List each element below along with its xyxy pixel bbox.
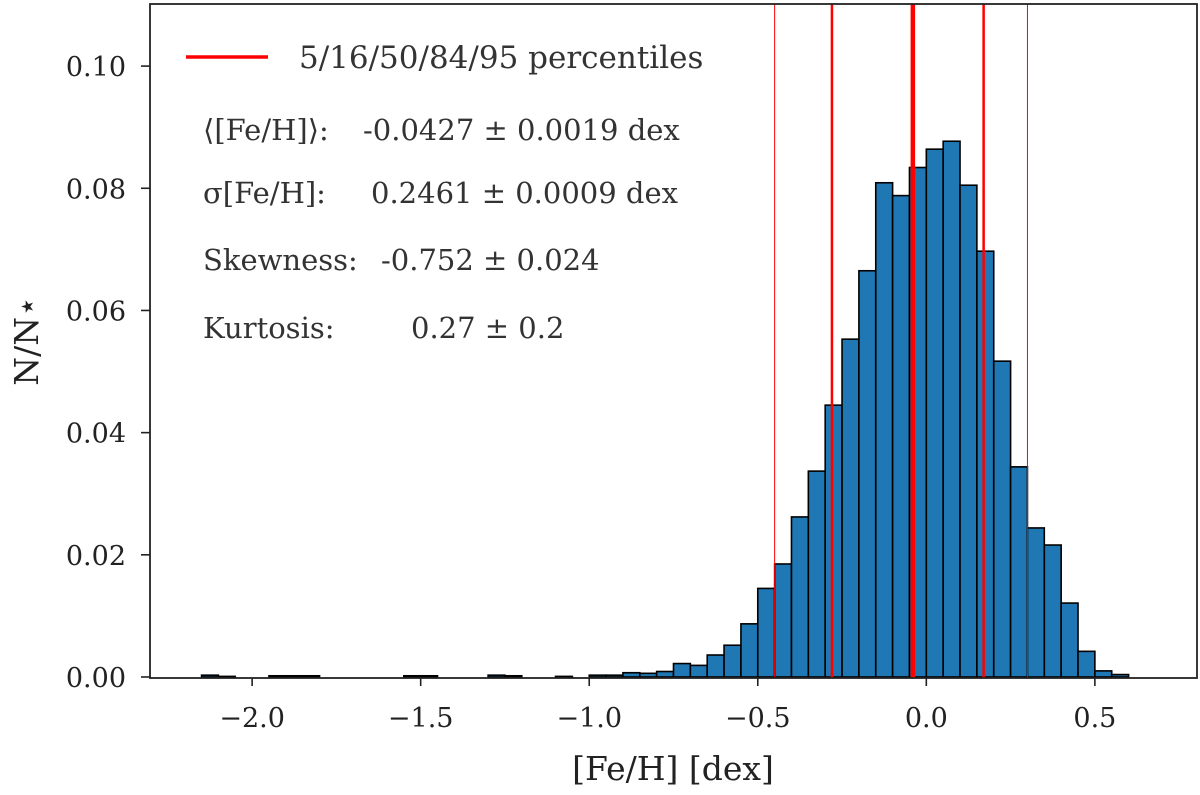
percentile-lines	[774, 4, 1028, 678]
histogram-bar-13	[638, 672, 658, 678]
x-tick-label: 0.0	[905, 703, 948, 734]
histogram-bar-19	[740, 623, 759, 678]
histogram-bar-28	[891, 194, 911, 678]
histogram-bar-18	[723, 644, 742, 678]
histogram-bar-12	[622, 671, 641, 678]
histogram-bar-17	[706, 654, 725, 678]
histogram-bar-27	[874, 181, 894, 678]
histogram-bar-5	[403, 674, 422, 678]
histogram-bar-37	[1043, 544, 1062, 678]
histogram-bar-2	[268, 674, 287, 678]
y-tick-label: 0.00	[66, 663, 126, 694]
kurtosis-label: Kurtosis:	[203, 311, 335, 345]
y-axis-label: N/N⋆	[7, 296, 46, 386]
histogram-bar-14	[655, 670, 675, 678]
y-tick-label: 0.02	[66, 541, 126, 572]
statistics-annotations: ⟨[Fe/H]⟩: -0.0427 ± 0.0019 dex σ[Fe/H]: …	[203, 113, 680, 345]
legend: 5/16/50/84/95 percentiles	[186, 40, 703, 76]
y-tick-label: 0.04	[66, 419, 126, 450]
histogram-bar-33	[976, 250, 995, 678]
histogram-bar-16	[689, 664, 708, 678]
kurtosis-value: 0.27 ± 0.2	[411, 311, 564, 345]
x-tick-label: 0.5	[1073, 703, 1116, 734]
histogram-bar-1	[217, 675, 237, 678]
histogram-bar-22	[790, 516, 810, 678]
legend-label: 5/16/50/84/95 percentiles	[299, 40, 703, 76]
histogram-bar-10	[588, 674, 607, 678]
histogram-bar-0	[200, 674, 220, 678]
histogram-bar-36	[1026, 527, 1046, 678]
histogram-bar-38	[1060, 602, 1079, 678]
skewness-value: -0.752 ± 0.024	[381, 243, 600, 277]
axis-ticks: −2.0 −1.5 −1.0 −0.5 0.0 0.5 0.00 0.02 0.04 0.06 0.…	[66, 52, 1116, 734]
sigma-label: σ[Fe/H]:	[203, 176, 326, 210]
histogram-bar-41	[1110, 673, 1130, 678]
sigma-value: 0.2461 ± 0.0009 dex	[371, 176, 678, 210]
mean-label: ⟨[Fe/H]⟩:	[203, 113, 329, 147]
histogram-bar-30	[925, 148, 944, 678]
histogram-bars	[200, 140, 1130, 678]
histogram-bar-7	[487, 674, 506, 678]
histogram-bar-4	[301, 674, 321, 678]
histogram-bar-21	[773, 563, 793, 678]
histogram-bar-11	[605, 674, 624, 678]
histogram-bar-9	[554, 675, 574, 678]
histogram-bar-40	[1094, 670, 1113, 678]
y-tick-label: 0.06	[66, 296, 126, 327]
histogram-bar-34	[992, 360, 1012, 678]
histogram-bar-31	[942, 140, 961, 678]
histogram-bar-25	[841, 338, 860, 678]
x-tick-label: −1.0	[556, 703, 622, 734]
y-tick-label: 0.10	[66, 52, 126, 83]
y-tick-label: 0.08	[66, 174, 126, 205]
histogram-bar-24	[824, 404, 843, 678]
skewness-label: Skewness:	[203, 243, 358, 277]
plot-frame	[149, 3, 1198, 679]
histogram-bar-8	[504, 674, 523, 678]
histogram-bar-3	[285, 674, 304, 678]
x-tick-label: −0.5	[725, 703, 791, 734]
histogram-bar-35	[1009, 466, 1029, 678]
mean-value: -0.0427 ± 0.0019 dex	[363, 113, 680, 147]
histogram-bar-23	[807, 470, 826, 678]
x-axis-label: [Fe/H] [dex]	[572, 749, 774, 788]
histogram-bar-15	[672, 662, 692, 678]
x-tick-label: −2.0	[219, 703, 285, 734]
histogram-bar-32	[959, 184, 978, 678]
x-tick-label: −1.5	[388, 703, 454, 734]
histogram-bar-20	[756, 587, 776, 678]
histogram-bar-26	[858, 269, 877, 678]
histogram-bar-39	[1077, 650, 1096, 678]
histogram-bar-6	[419, 674, 439, 678]
